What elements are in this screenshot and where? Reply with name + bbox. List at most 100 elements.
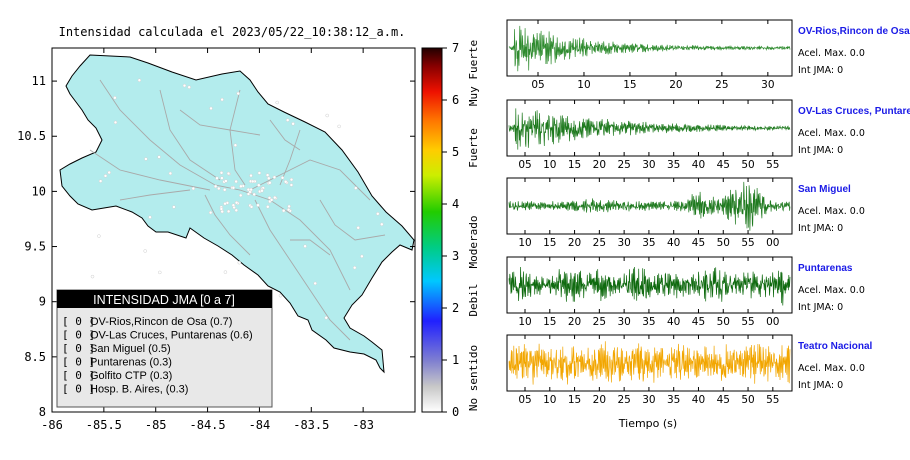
waveform-tick-label: 30	[761, 79, 774, 91]
waveform-tick-label: 00	[766, 316, 779, 328]
map-y-tick-label: 9.5	[24, 240, 46, 254]
legend-box	[56, 289, 273, 408]
waveform-tick-label: 40	[692, 394, 705, 406]
city-marker	[113, 120, 118, 125]
map-y-tick-label: 10	[32, 184, 46, 198]
station-name: San Miguel	[798, 184, 851, 195]
waveform-tick-label: 25	[715, 79, 728, 91]
colorbar-category-label: Moderado	[467, 216, 480, 269]
city-marker	[220, 176, 224, 180]
legend-entry-value: [ 0 ]	[62, 369, 95, 382]
city-marker	[273, 195, 277, 200]
station-acel-max: Acel. Max. 0.0	[798, 128, 865, 139]
map-y-tick-label: 9	[39, 295, 46, 309]
legend: INTENSIDAD JMA [0 a 7] [ 0 ]OV-Rios,Rinc…	[56, 289, 273, 408]
legend-entry-value: [ 0 ]	[62, 356, 95, 369]
station-int-jma: Int JMA: 0	[798, 223, 843, 234]
colorbar-gradient	[421, 47, 443, 413]
station-name: OV-Las Cruces, Puntarenas	[798, 106, 910, 117]
city-marker	[113, 96, 117, 100]
city-marker	[191, 186, 196, 191]
waveform-tick-label: 05	[518, 159, 531, 171]
city-marker	[187, 85, 191, 89]
waveform-tick-label: 45	[717, 159, 730, 171]
station-int-jma: Int JMA: 0	[798, 380, 843, 391]
city-marker	[172, 205, 176, 209]
legend-entry-label: OV-Las Cruces, Puntarenas (0.6)	[90, 330, 253, 342]
city-marker	[148, 215, 152, 219]
city-marker	[352, 265, 357, 270]
chart-title: Intensidad calculada el 2023/05/22_10:38…	[59, 25, 406, 39]
waveform-tick-label: 40	[667, 316, 680, 328]
city-marker	[143, 249, 147, 253]
city-marker	[324, 316, 328, 320]
city-marker	[103, 174, 108, 178]
legend-entry-label: Puntarenas (0.3)	[90, 357, 172, 369]
waveform-trace	[508, 108, 791, 150]
city-markers	[90, 78, 384, 340]
city-marker	[208, 210, 213, 215]
waveform-panel: 05 10 15 20 25 30 35 40 45 50 55 OV-Las Cruces, Pun…	[506, 99, 910, 171]
city-marker	[249, 205, 254, 209]
city-marker	[354, 186, 358, 190]
station-int-jma: Int JMA: 0	[798, 302, 843, 313]
city-marker	[224, 179, 228, 183]
waveform-tick-label: 55	[766, 159, 779, 171]
waveform-tick-label: 50	[741, 394, 754, 406]
city-marker	[246, 187, 251, 192]
city-marker	[217, 186, 221, 191]
city-marker	[380, 222, 384, 227]
city-marker	[234, 179, 238, 184]
city-marker	[222, 188, 227, 192]
city-marker	[269, 198, 274, 202]
colorbar-tick-label: 7	[452, 41, 459, 55]
city-marker	[107, 170, 111, 175]
city-marker	[303, 244, 307, 248]
city-marker	[260, 189, 264, 193]
waveform-tick-label: 50	[717, 237, 730, 249]
map-y-tick-label: 11	[32, 74, 46, 88]
city-marker	[250, 179, 255, 184]
city-marker	[233, 143, 238, 147]
waveform-tick-label: 20	[669, 79, 682, 91]
waveform-tick-label: 15	[543, 237, 556, 249]
land-area	[59, 54, 415, 374]
waveform-tick-label: 05	[531, 79, 544, 91]
legend-entry-label: Hosp. B. Aires, (0.3)	[90, 384, 188, 396]
waveform-tick-label: 45	[692, 316, 705, 328]
waveform-trace	[508, 341, 791, 385]
city-marker	[223, 201, 227, 206]
city-marker	[137, 78, 142, 82]
waveform-panel: 10 15 20 25 30 35 40 45 50 55 00 Puntarenas Acel. Ma…	[506, 256, 865, 328]
waveform-tick-label: 30	[617, 316, 630, 328]
city-marker	[209, 106, 213, 111]
city-marker	[289, 177, 294, 182]
city-marker	[313, 281, 317, 286]
colorbar-tick-label: 3	[452, 249, 459, 263]
city-marker	[231, 186, 236, 190]
waveform-tick-label: 35	[642, 316, 655, 328]
waveform-trace	[508, 25, 791, 72]
map-x-tick-label: -83	[352, 418, 374, 432]
waveform-tick-label: 20	[568, 316, 581, 328]
waveform-tick-label: 00	[766, 237, 779, 249]
city-marker	[226, 171, 231, 176]
map-y-tick-label: 10.5	[17, 129, 46, 143]
city-marker	[356, 226, 360, 230]
waveform-tick-label: 55	[741, 237, 754, 249]
station-acel-max: Acel. Max. 0.0	[798, 206, 865, 217]
waveform-tick-label: 55	[766, 394, 779, 406]
legend-entry-label: Golfito CTP (0.3)	[90, 370, 172, 382]
waveform-tick-label: 45	[692, 237, 705, 249]
waveform-panels: 05 10 15 20 25 30 OV-Rios,Rincon de Osa Acel. M…	[506, 19, 910, 406]
legend-entry-value: [ 0 ]	[62, 315, 95, 328]
waveform-panel: 10 15 20 25 30 35 40 45 50 55 00 San Miguel Acel. Ma…	[506, 177, 865, 249]
waveform-tick-label: 10	[577, 79, 590, 91]
city-marker	[266, 205, 270, 209]
city-marker	[90, 274, 95, 279]
waveform-tick-label: 40	[667, 237, 680, 249]
legend-entry-label: OV-Rios,Rincon de Osa (0.7)	[90, 316, 232, 328]
map-y-tick-label: 8.5	[24, 350, 46, 364]
colorbar-category-label: Muy Fuerte	[467, 40, 480, 106]
waveform-tick-label: 10	[543, 159, 556, 171]
